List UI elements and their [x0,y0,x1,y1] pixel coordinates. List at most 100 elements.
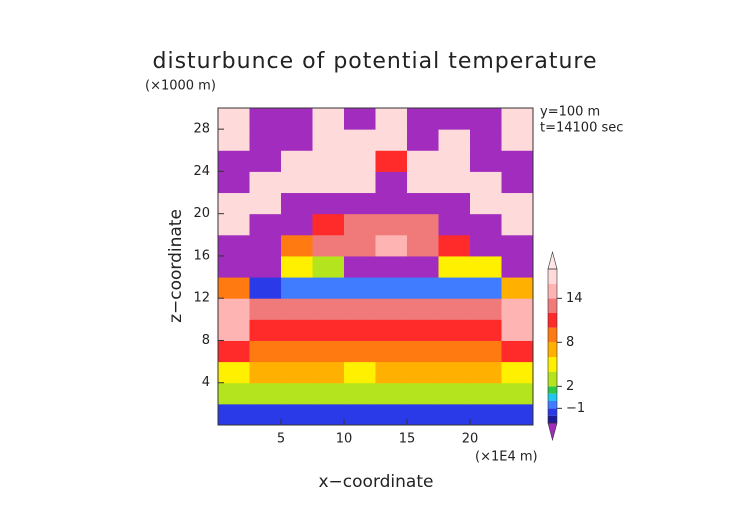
annotation: t=14100 sec [540,121,623,136]
cell [501,255,534,278]
x-tick-label: 5 [277,432,285,447]
cell [438,171,471,194]
cell [344,361,376,384]
colorbar-band [548,313,557,328]
cell [249,129,282,151]
colorbar-tick-label: 14 [566,291,583,306]
cell [470,277,502,299]
y-tick-label: 16 [193,248,210,263]
cell [501,298,534,320]
cell [281,213,313,236]
cell [375,403,408,426]
x-tick-label: 20 [462,432,479,447]
cell [438,340,471,363]
cell [249,108,282,130]
cell [407,277,439,299]
y-tick-label: 24 [193,164,210,179]
cell [407,255,439,278]
cell [249,403,282,426]
cell [249,213,282,236]
cell [344,403,376,426]
cell [438,255,471,278]
cell [470,234,502,257]
cell [218,255,250,278]
cell [407,361,439,384]
y-axis-label: z−coordinate [166,209,186,323]
cell [281,382,313,405]
cell [218,403,250,426]
cell [344,192,376,215]
colorbar-over [547,250,558,270]
cell [344,319,376,341]
cell [375,382,408,405]
cell [249,277,282,299]
cell [375,340,408,363]
cell [312,340,345,363]
cell [218,277,250,299]
cell [407,234,439,257]
y-unit: (×1000 m) [145,79,216,94]
x-unit: (×1E4 m) [475,450,538,465]
colorbar-band [548,269,557,284]
cell [470,319,502,341]
cell [407,382,439,405]
cell [470,298,502,320]
cell [218,298,250,320]
cell [501,403,534,426]
cell [438,108,471,130]
cell [407,192,439,215]
cell [249,234,282,257]
colorbar-band [548,401,557,409]
cell [501,108,534,130]
colorbar-band [548,327,557,343]
cell [344,213,376,236]
cell [218,319,250,341]
cell [407,171,439,194]
cell [249,319,282,341]
cell [501,382,534,405]
cell [407,150,439,172]
colorbar-tick-label: 2 [566,379,574,394]
plot-frame [217,107,534,426]
cell [501,319,534,341]
colorbar-band [548,386,557,394]
y-tick-label: 20 [193,206,210,221]
cell [501,150,534,172]
cell [470,213,502,236]
cell [344,382,376,405]
cell [470,192,502,215]
colorbar-band [548,342,557,357]
cell [344,255,376,278]
cell [470,129,502,151]
cell [407,108,439,130]
cell [438,192,471,215]
cell [312,277,345,299]
cell [375,234,408,257]
cell [218,361,250,384]
colorbar-band [548,298,557,313]
cell [249,192,282,215]
cell [218,192,250,215]
cell [375,319,408,341]
cell [312,129,345,151]
cell [281,361,313,384]
colorbar-band [548,371,557,387]
cell [249,340,282,363]
cell [281,234,313,257]
cell [501,129,534,151]
cell [312,382,345,405]
cell [438,213,471,236]
cell [312,319,345,341]
cell [218,150,250,172]
y-tick-label: 28 [193,122,210,137]
cell [501,192,534,215]
cell [312,361,345,384]
cell [407,213,439,236]
cell [407,403,439,426]
cell [312,171,345,194]
cell [470,361,502,384]
cell [249,255,282,278]
cell [312,192,345,215]
cell [375,361,408,384]
